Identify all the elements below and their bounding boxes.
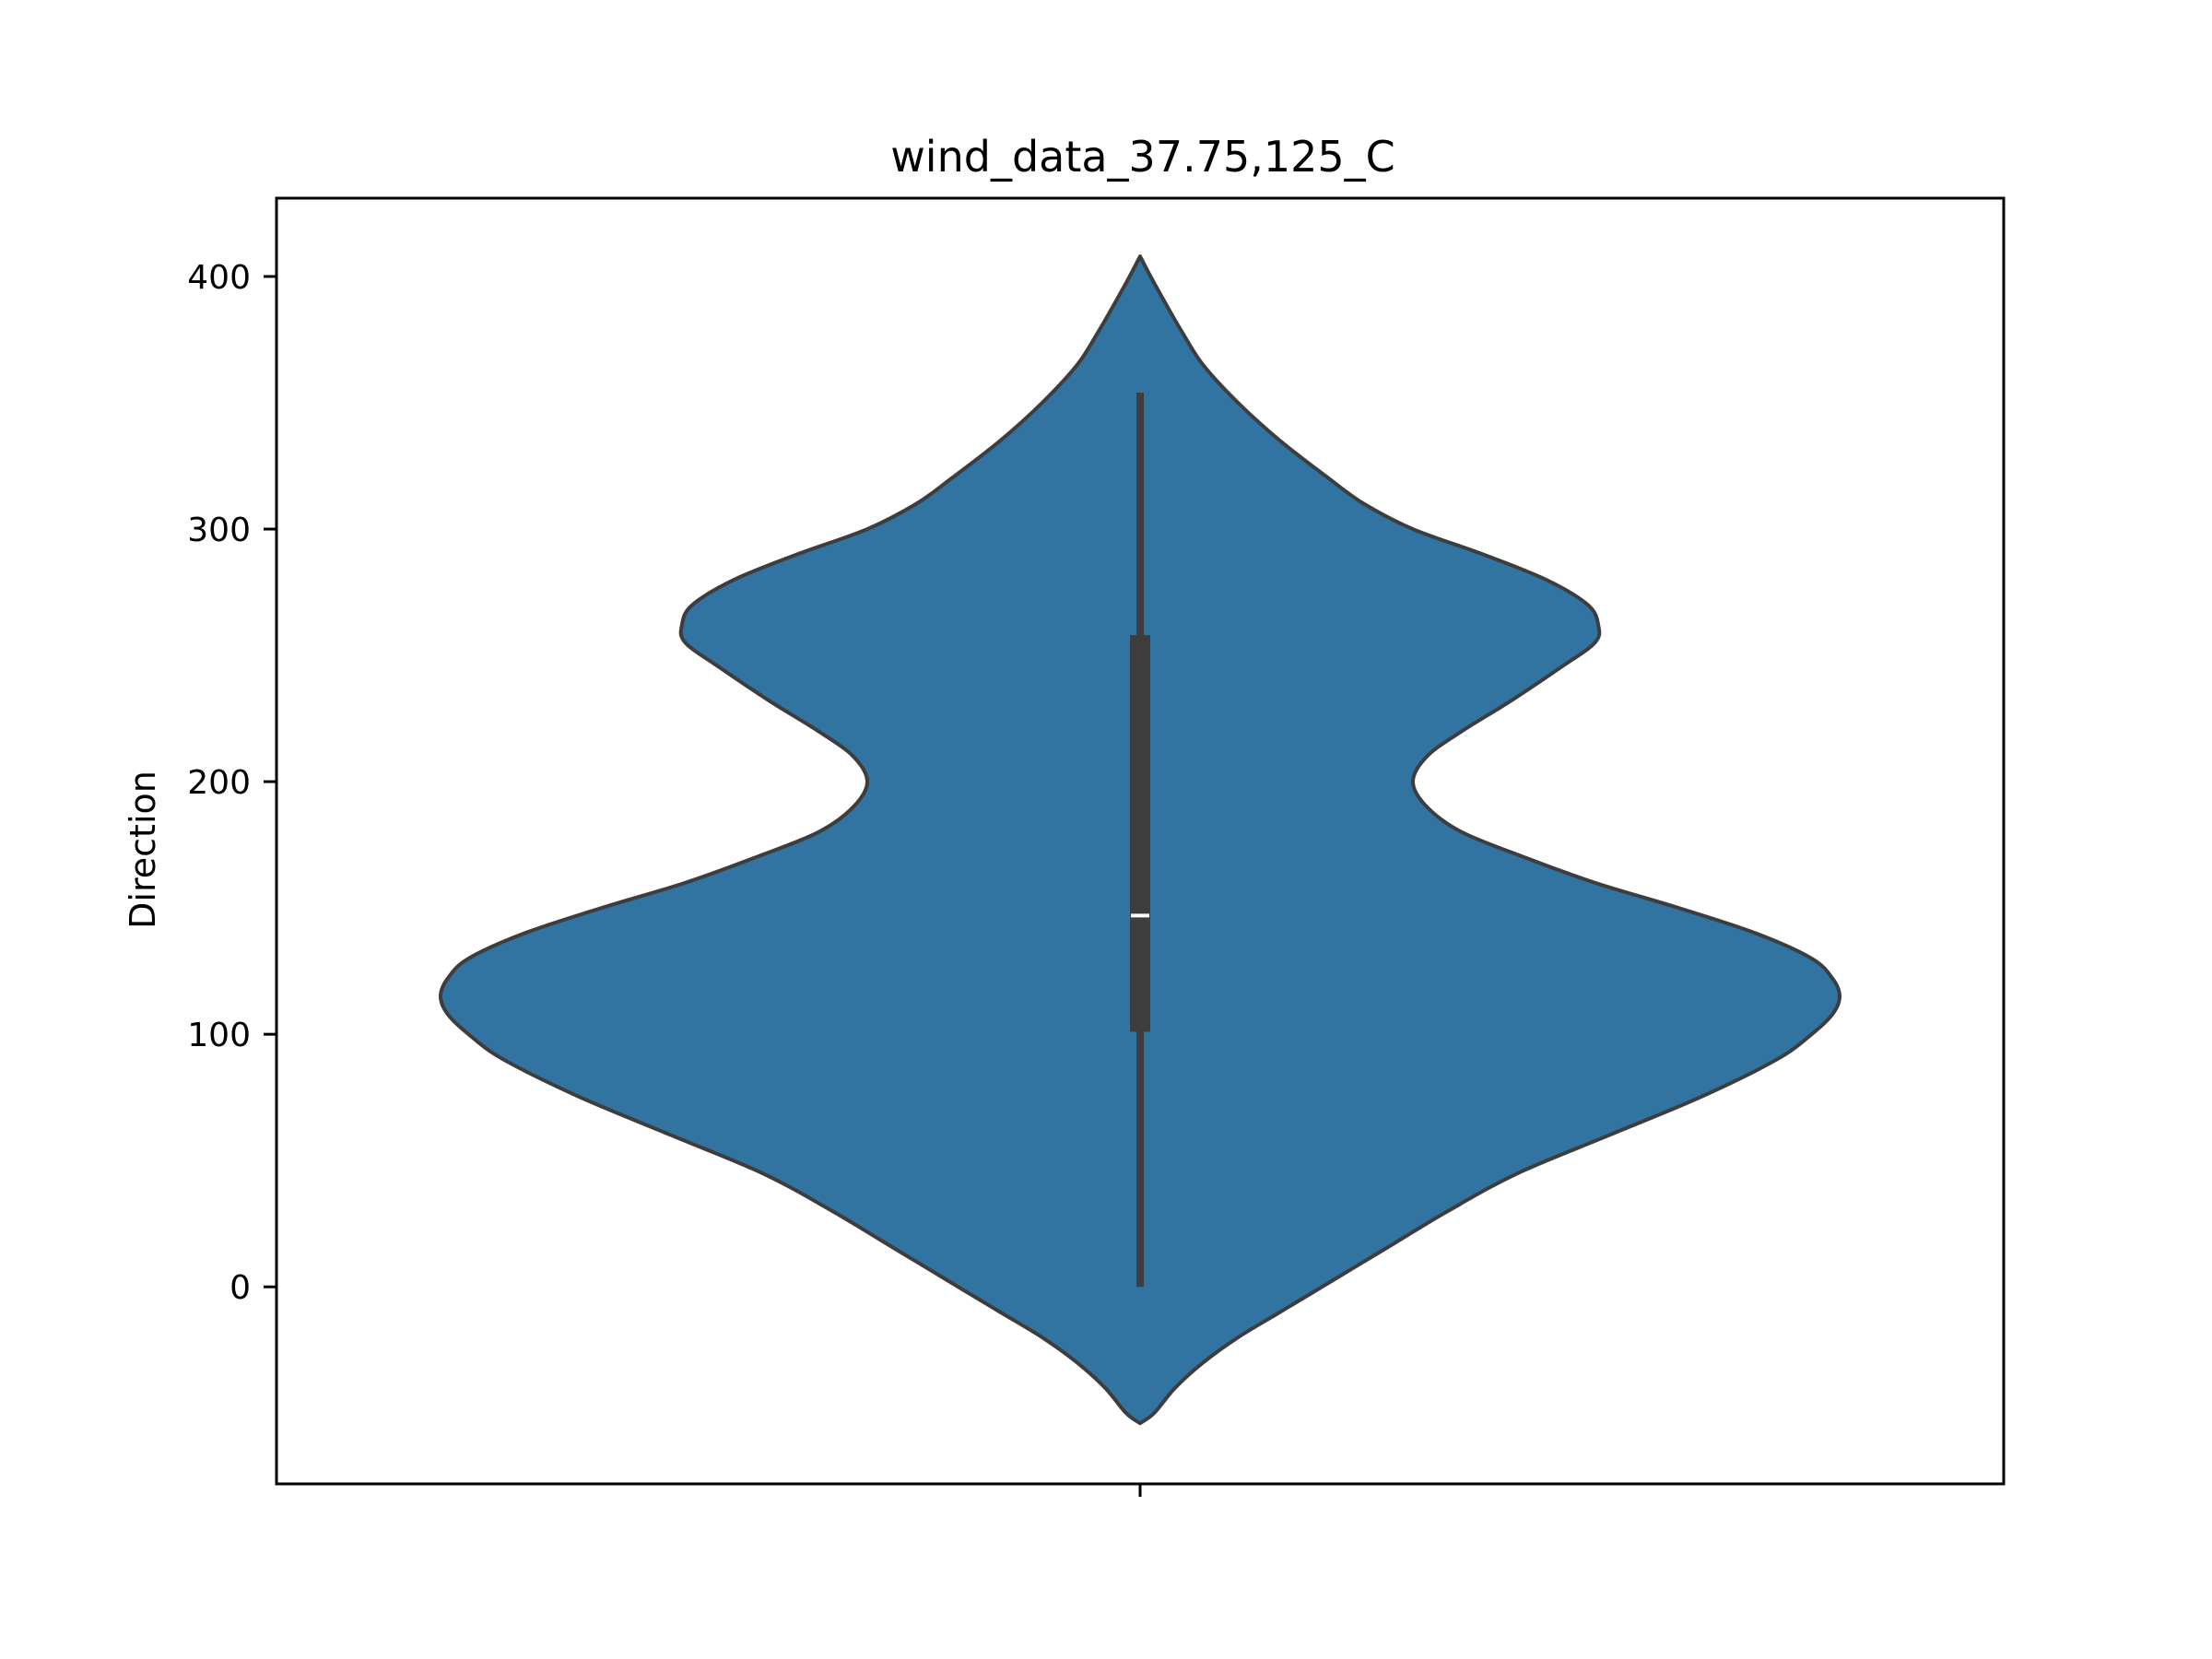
- chart-title: wind_data_37.75,125_C: [890, 132, 1395, 182]
- y-tick-label-400: 400: [187, 259, 251, 297]
- axes-group: 0 100 200 300 400: [187, 196, 2006, 1497]
- y-tick-label-200: 200: [187, 764, 251, 802]
- y-axis-label: Direction: [123, 771, 163, 929]
- inner-box-group: [1130, 393, 1150, 1288]
- y-tick-label-100: 100: [187, 1017, 251, 1054]
- interquartile-box: [1130, 635, 1150, 1032]
- y-tick-label-0: 0: [229, 1269, 251, 1307]
- y-tick-label-300: 300: [187, 512, 251, 549]
